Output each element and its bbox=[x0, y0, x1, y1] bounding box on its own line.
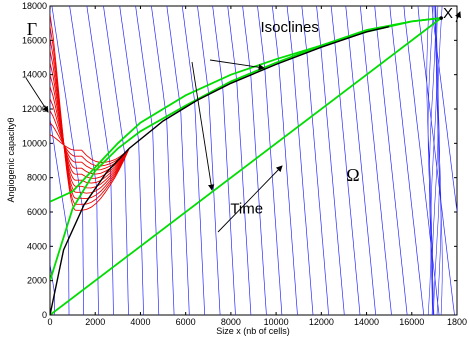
y-axis-label: Angiogenic capacityθ bbox=[6, 117, 16, 202]
red-trajectory-3 bbox=[50, 50, 130, 194]
red-trajectory-8 bbox=[50, 110, 130, 171]
blue-trajectory-5 bbox=[103, 6, 129, 315]
blue-trajectory-11 bbox=[197, 6, 221, 315]
x-tick-label-3: 6000 bbox=[176, 317, 196, 327]
y-tick-label-9: 18000 bbox=[22, 1, 47, 11]
time-label: Time bbox=[230, 201, 263, 218]
y-axis-ticks: 0 2000 4000 6000 8000 10000 12000 14000 16000 180… bbox=[22, 1, 457, 320]
series-line-0 bbox=[50, 17, 442, 315]
red-trajectory-5 bbox=[50, 74, 130, 184]
x-axis-label: Size x (nb of cells) bbox=[216, 326, 290, 336]
blue-trajectory-20 bbox=[330, 6, 361, 315]
series-line-1 bbox=[50, 17, 442, 281]
y-tick-label-8: 16000 bbox=[22, 35, 47, 45]
blue-trajectory-3 bbox=[69, 6, 99, 315]
x-tick-label-6: 12000 bbox=[309, 317, 334, 327]
y-tick-label-2: 4000 bbox=[27, 241, 47, 251]
annotation-arrows bbox=[25, 11, 461, 233]
blue-trajectory-22 bbox=[359, 6, 392, 315]
blue-trajectory-18 bbox=[301, 6, 330, 315]
x-tick-label-5: 10000 bbox=[264, 317, 289, 327]
blue-trajectory-12 bbox=[212, 6, 236, 315]
blue-trajectory-32 bbox=[431, 6, 439, 315]
y-tick-label-4: 8000 bbox=[27, 173, 47, 183]
series-line-3 bbox=[50, 25, 390, 315]
x-tick-label-0: 0 bbox=[47, 317, 52, 327]
blue-trajectory-7 bbox=[135, 6, 160, 315]
x-tick-label-4: 8000 bbox=[221, 317, 241, 327]
x-tick-label-9: 1800 bbox=[447, 317, 467, 327]
y-tick-label-7: 14000 bbox=[22, 70, 47, 80]
blue-trajectory-6 bbox=[119, 6, 144, 315]
y-tick-label-5: 10000 bbox=[22, 138, 47, 148]
annotations: Isoclines Time Γ Ω X bbox=[27, 5, 453, 218]
x-tick-label-2: 4000 bbox=[130, 317, 150, 327]
blue-trajectory-8 bbox=[151, 6, 175, 315]
trajectory-group-blue bbox=[50, 6, 457, 315]
blue-trajectory-34 bbox=[436, 6, 442, 315]
blue-trajectory-10 bbox=[181, 6, 206, 315]
x-tick-label-7: 14000 bbox=[354, 317, 379, 327]
blue-trajectory-13 bbox=[227, 6, 252, 315]
red-trajectory-4 bbox=[50, 62, 130, 189]
y-tick-label-3: 6000 bbox=[27, 207, 47, 217]
blue-trajectory-25 bbox=[403, 6, 440, 315]
x-tick-label-8: 16000 bbox=[399, 317, 424, 327]
series-group bbox=[50, 17, 442, 315]
blue-trajectory-4 bbox=[86, 6, 114, 315]
omega-label: Ω bbox=[346, 165, 359, 185]
annotation-arrow-3 bbox=[25, 77, 49, 113]
blue-trajectory-14 bbox=[242, 6, 267, 315]
blue-trajectory-19 bbox=[316, 6, 345, 315]
blue-trajectory-15 bbox=[257, 6, 283, 315]
annotation-arrow-4 bbox=[455, 11, 461, 23]
trajectory-group-red bbox=[50, 14, 130, 211]
blue-trajectory-26 bbox=[417, 6, 455, 315]
y-tick-label-0: 0 bbox=[42, 310, 47, 320]
y-tick-label-6: 12000 bbox=[22, 104, 47, 114]
blue-trajectory-21 bbox=[345, 6, 377, 315]
blue-trajectory-23 bbox=[374, 6, 408, 315]
blue-trajectory-27 bbox=[431, 6, 457, 215]
equilibrium-point bbox=[439, 16, 443, 20]
annotation-arrow-1 bbox=[191, 61, 215, 191]
equilibrium-label: X bbox=[443, 5, 453, 22]
blue-trajectory-1 bbox=[50, 6, 70, 315]
gamma-label: Γ bbox=[27, 19, 37, 39]
x-tick-label-1: 2000 bbox=[85, 317, 105, 327]
red-trajectory-9 bbox=[50, 122, 130, 167]
isoclines-label: Isoclines bbox=[260, 19, 318, 36]
x-axis-ticks: 0 2000 4000 6000 8000 10000 12000 14000 16000 180… bbox=[47, 6, 467, 327]
blue-trajectory-24 bbox=[389, 6, 425, 315]
blue-trajectory-35 bbox=[437, 6, 443, 315]
annotation-arrow-0 bbox=[209, 59, 265, 71]
blue-trajectory-9 bbox=[166, 6, 190, 315]
y-tick-label-1: 2000 bbox=[27, 276, 47, 286]
red-trajectory-7 bbox=[50, 98, 130, 175]
annotation-arrow-2 bbox=[217, 165, 283, 233]
blue-trajectory-2 bbox=[51, 6, 85, 315]
blue-trajectory-16 bbox=[271, 6, 298, 315]
red-trajectory-10 bbox=[50, 134, 130, 163]
